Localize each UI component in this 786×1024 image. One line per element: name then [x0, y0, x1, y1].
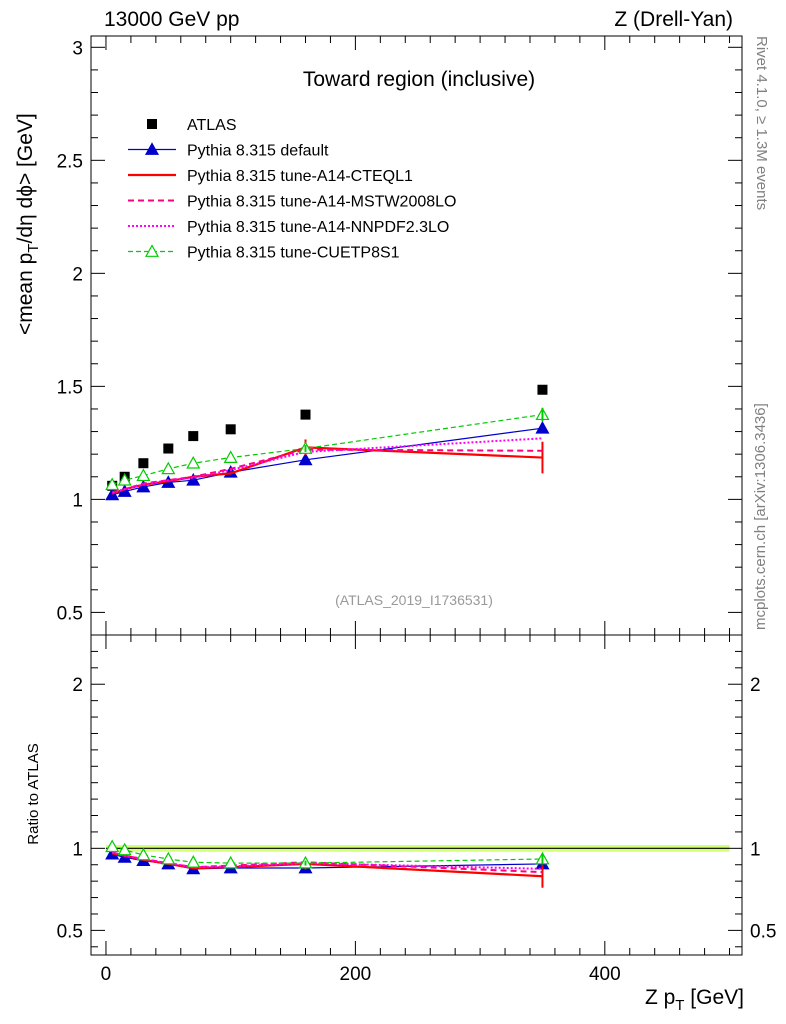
main-default-marker [186, 472, 201, 486]
main-atlas-point [163, 443, 174, 454]
main-atlas-point [537, 384, 548, 395]
legend-mstw-label: Pythia 8.315 tune-A14-MSTW2008LO [187, 194, 456, 211]
main-cuetp8s1-marker [136, 468, 151, 482]
legend-default-marker [144, 142, 160, 155]
main-y-tick-label: 2.5 [57, 151, 83, 172]
main-default-marker [535, 420, 550, 434]
ratio-y-tick-label: 2 [72, 675, 83, 696]
ratio-nnpdf-line [111, 851, 543, 870]
legend-default-label: Pythia 8.315 default [187, 143, 329, 160]
ratio-mstw-line [111, 851, 543, 874]
x-label-prefix: Z p [645, 986, 675, 1009]
main-y-label-sub: T [25, 244, 42, 253]
legend-nnpdf-label: Pythia 8.315 tune-A14-NNPDF2.3LO [187, 219, 449, 236]
main-y-tick-label: 1.5 [57, 377, 83, 398]
mcplots-label: mcplots.cern.ch [arXiv:1306.3436] [752, 403, 769, 630]
ratio-cuetp8s1-marker [161, 851, 176, 865]
main-cuetp8s1-marker [117, 472, 132, 486]
main-cteql1-line [111, 446, 543, 495]
ratio-cuetp8s1-marker [105, 839, 120, 853]
ratio-y-tick-label-right: 2 [750, 675, 761, 696]
main-y-tick-label: 2 [72, 264, 83, 285]
legend-cuetp8s1-label: Pythia 8.315 tune-CUETP8S1 [187, 245, 400, 262]
main-y-tick-label: 3 [72, 38, 83, 59]
main-default-marker [105, 487, 120, 501]
ratio-y-tick-label: 0.5 [57, 921, 83, 942]
ratio-y-tick-label-right: 0.5 [750, 921, 776, 942]
ratio-y-tick-label: 1 [72, 839, 83, 860]
legend-atlas-swatch [147, 119, 157, 129]
main-default-marker [298, 452, 313, 466]
main-cuetp8s1-marker [105, 477, 120, 491]
ratio-reference-band [105, 845, 730, 852]
legend-cteql1-label: Pythia 8.315 tune-A14-CTEQL1 [187, 168, 413, 185]
ratio-axis-ticks: 0 200 400 0.5 0.5 1 1 2 2 [57, 635, 776, 985]
main-atlas-point [300, 409, 311, 420]
main-title: Toward region (inclusive) [303, 68, 535, 91]
ratio-panel-frame [90, 634, 743, 956]
main-y-axis-label: <mean pT/dη dϕ> [GeV] [14, 113, 42, 335]
main-y-tick-label: 0.5 [57, 603, 83, 624]
main-cuetp8s1-marker [161, 461, 176, 475]
main-axis-ticks: 0.5 1 1.5 2 2.5 3 [57, 36, 742, 636]
main-default-line [112, 427, 543, 496]
legend: ATLAS Pythia 8.315 default Pythia 8.315 tu… [128, 117, 456, 262]
ratio-cuetp8s1-marker [117, 842, 132, 856]
analysis-label: (ATLAS_2019_I1736531) [335, 592, 493, 608]
main-series-group [105, 384, 550, 501]
x-axis-label: Z pT [GeV] [645, 986, 744, 1014]
header-energy-label: 13000 GeV pp [104, 8, 239, 31]
ratio-default-line [112, 853, 543, 870]
ratio-cuetp8s1-marker [136, 847, 151, 861]
x-label-suffix: [GeV] [684, 986, 744, 1009]
main-y-label-prefix: <mean p [14, 253, 37, 335]
main-y-label-suffix: /dη dϕ> [GeV] [14, 113, 37, 243]
ratio-series-group [105, 839, 550, 888]
x-label-sub: T [675, 997, 684, 1014]
main-cuetp8s1-marker [186, 455, 201, 469]
ratio-y-axis-label: Ratio to ATLAS [25, 743, 42, 844]
legend-atlas-label: ATLAS [187, 117, 237, 134]
rivet-label: Rivet 4.1.0, ≥ 1.3M events [753, 36, 770, 210]
main-atlas-point [225, 424, 236, 435]
legend-cuetp8s1-marker [144, 244, 160, 257]
main-atlas-point [188, 431, 199, 442]
main-nnpdf-line [111, 437, 543, 494]
ratio-cuetp8s1-marker [186, 855, 201, 868]
x-tick-label: 200 [340, 964, 372, 985]
main-cuetp8s1-marker [223, 450, 238, 463]
x-tick-label: 0 [101, 964, 112, 985]
main-atlas-point [138, 458, 149, 469]
x-tick-label: 400 [589, 964, 621, 985]
ratio-cuetp8s1-marker [223, 855, 238, 869]
main-mstw-line [111, 448, 543, 494]
header-process-label: Z (Drell-Yan) [614, 8, 733, 31]
ratio-y-tick-label-right: 1 [750, 839, 761, 860]
main-y-tick-label: 1 [72, 490, 83, 511]
